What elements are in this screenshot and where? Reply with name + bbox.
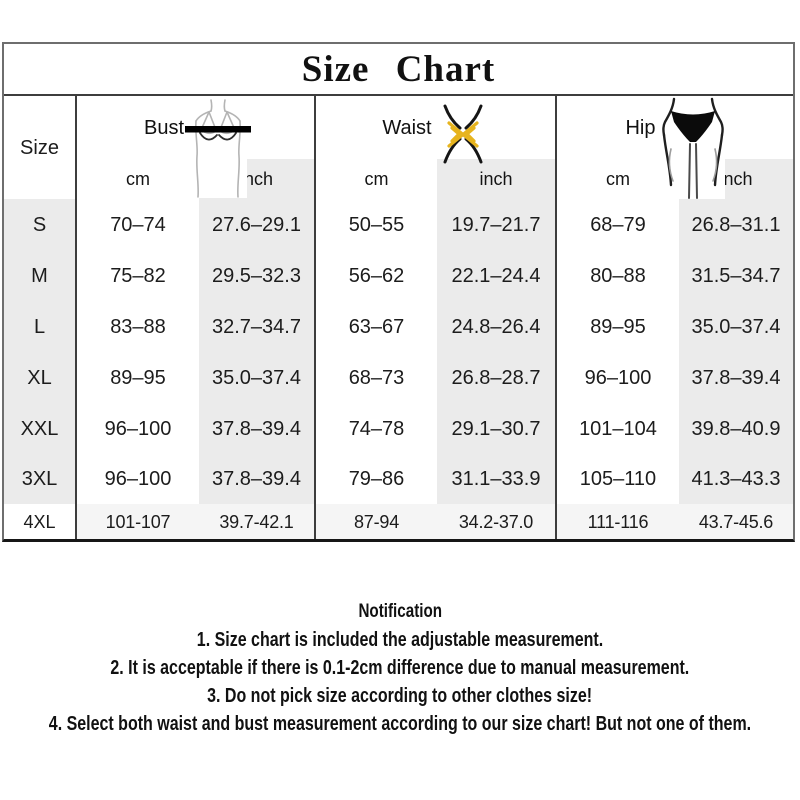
value-cell: 63–67 — [348, 315, 405, 338]
hip-label: Hip — [625, 116, 656, 139]
value-cell: 74–78 — [348, 417, 405, 440]
size-cell: XL — [4, 352, 77, 403]
value-cell: 41.3–43.3 — [679, 454, 793, 504]
value-cell: 68–79 — [590, 213, 646, 236]
waist-label: Waist — [382, 116, 432, 139]
value-cell: 32.7–34.7 — [199, 301, 316, 352]
value-cell: 56–62 — [348, 264, 405, 287]
title-bar: Size Chart — [4, 44, 793, 96]
size-chart-frame: Size Chart Size Bust — [2, 42, 795, 542]
value-cell: 101–104 — [579, 417, 657, 440]
value-cell: 29.5–32.3 — [199, 250, 316, 301]
size-cell: S — [4, 199, 77, 250]
value-cell: 89–95 — [590, 315, 646, 338]
size-cell: M — [4, 250, 77, 301]
unit-cell: inch — [437, 159, 557, 199]
value-cell: 29.1–30.7 — [437, 403, 557, 454]
value-cell: 70–74 — [110, 213, 166, 236]
waist-section-header: Waist — [316, 96, 557, 163]
value-cell: 35.0–37.4 — [199, 352, 316, 403]
value-cell: 37.8–39.4 — [199, 403, 316, 454]
value-cell: 79–86 — [348, 468, 405, 490]
value-cell: 43.7-45.6 — [679, 504, 793, 539]
unit-cell: cm — [606, 169, 630, 189]
bust-label: Bust — [143, 116, 185, 139]
value-cell: 75–82 — [110, 264, 166, 287]
value-cell: 96–100 — [584, 366, 652, 389]
value-cell: 26.8–28.7 — [437, 352, 557, 403]
value-cell: 111-116 — [557, 504, 679, 539]
value-cell: 35.0–37.4 — [679, 301, 793, 352]
value-cell: 105–110 — [579, 468, 657, 490]
size-cell: 4XL — [4, 504, 77, 539]
value-cell: 31.1–33.9 — [437, 454, 557, 504]
value-cell: 96–100 — [104, 417, 172, 440]
value-cell: 50–55 — [348, 213, 405, 236]
notification-item: 3. Do not pick size according to other c… — [207, 684, 593, 707]
hip-section-header: Hip — [557, 96, 793, 199]
hip-icon — [660, 97, 725, 199]
waist-icon — [437, 100, 489, 163]
size-table: Size Bust — [4, 96, 793, 539]
value-cell: 80–88 — [590, 264, 646, 287]
value-cell: 39.7-42.1 — [199, 504, 316, 539]
value-cell: 96–100 — [104, 468, 172, 490]
value-cell: 39.8–40.9 — [679, 403, 793, 454]
value-cell: 83–88 — [110, 315, 166, 338]
notification-item: 2. It is acceptable if there is 0.1-2cm … — [110, 656, 690, 679]
value-cell: 22.1–24.4 — [437, 250, 557, 301]
value-cell: 24.8–26.4 — [437, 301, 557, 352]
size-cell: XXL — [4, 403, 77, 454]
value-cell: 37.8–39.4 — [199, 454, 316, 504]
unit-cell: cm — [364, 169, 389, 189]
size-cell: 3XL — [4, 454, 77, 504]
page-title: Size Chart — [301, 48, 496, 90]
value-cell: 87-94 — [316, 504, 437, 539]
unit-cell: cm — [126, 169, 150, 189]
bust-icon — [185, 98, 252, 198]
value-cell: 31.5–34.7 — [679, 250, 793, 301]
size-column-header: Size — [4, 96, 77, 199]
notification-item: 4. Select both waist and bust measuremen… — [48, 712, 752, 735]
bust-section-header: Bust — [77, 96, 316, 198]
value-cell: 27.6–29.1 — [199, 199, 316, 250]
size-cell: L — [4, 301, 77, 352]
value-cell: 34.2-37.0 — [437, 504, 557, 539]
notification-item: 1. Size chart is included the adjustable… — [196, 628, 604, 651]
value-cell: 37.8–39.4 — [679, 352, 793, 403]
value-cell: 19.7–21.7 — [437, 199, 557, 250]
value-cell: 26.8–31.1 — [679, 199, 793, 250]
value-cell: 89–95 — [110, 366, 166, 389]
value-cell: 101-107 — [77, 504, 199, 539]
notification-heading: Notification — [358, 601, 442, 622]
value-cell: 68–73 — [348, 366, 405, 389]
notification-section: Notification 1. Size chart is included t… — [0, 598, 800, 738]
